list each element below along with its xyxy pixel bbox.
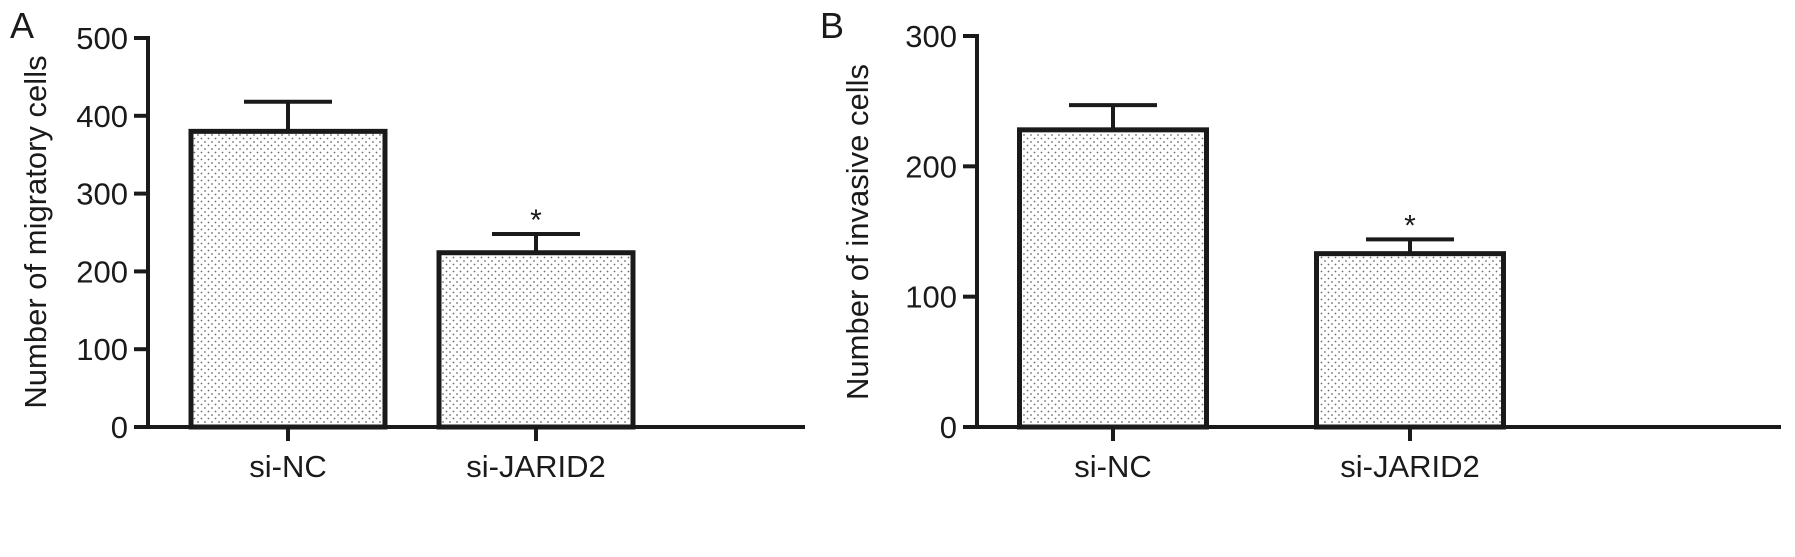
y-tick-label: 200 [905,149,957,184]
x-tick-label: si-NC [249,449,327,484]
chart-marks: 0 100 200 300 400 500 si-NC si-JARID2 * [76,21,805,484]
panel-a: A Number of migratory cells 0 100 200 300 40… [10,5,805,484]
x-tick-label: si-NC [1074,449,1152,484]
y-tick-label: 100 [76,332,128,367]
y-tick-label: 0 [111,410,128,445]
y-axis-label: Number of invasive cells [840,64,875,400]
x-tick-label: si-JARID2 [466,449,606,484]
y-tick-label: 200 [76,254,128,289]
y-tick-label: 400 [76,99,128,134]
y-tick-label: 100 [905,280,957,315]
y-tick-label: 500 [76,21,128,56]
bar [1314,251,1506,430]
y-tick-label: 0 [940,410,957,445]
panel-b: B Number of invasive cells 0 100 200 300 si-… [820,5,1781,484]
bar [1017,127,1209,430]
chart-marks: 0 100 200 300 si-NC si-JARID2 * [905,19,1781,484]
bar [188,128,388,430]
significance-marker: * [1404,209,1416,242]
panel-label: A [10,5,34,46]
y-tick-label: 300 [905,19,957,54]
x-tick-label: si-JARID2 [1340,449,1480,484]
y-axis-label: Number of migratory cells [18,55,53,408]
significance-marker: * [530,204,542,237]
y-tick-label: 300 [76,177,128,212]
panel-label: B [820,5,844,46]
bar [436,250,636,430]
